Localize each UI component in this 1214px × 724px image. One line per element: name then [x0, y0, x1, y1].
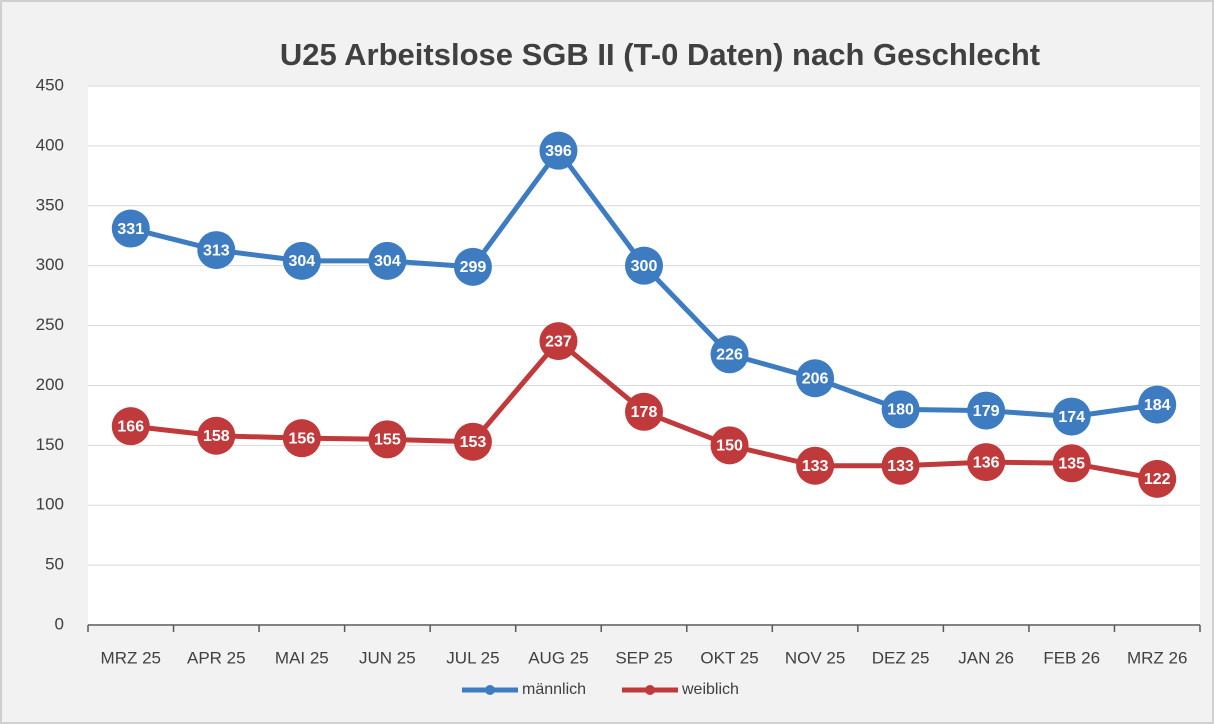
- data-label: 133: [802, 458, 829, 475]
- data-label: 226: [716, 347, 743, 364]
- marker: [111, 209, 150, 248]
- data-label: 150: [716, 438, 743, 455]
- marker: [368, 420, 407, 459]
- data-label: 166: [117, 418, 144, 435]
- marker: [625, 246, 663, 285]
- data-label: 158: [203, 428, 230, 445]
- data-label: 299: [460, 259, 487, 276]
- x-tick-label: MRZ 26: [1127, 648, 1187, 667]
- x-tick-label: DEZ 25: [872, 648, 930, 667]
- x-tick-label: OKT 25: [700, 648, 758, 667]
- marker: [796, 446, 835, 485]
- x-tick-label: JUL 25: [446, 648, 499, 667]
- legend-marker: [645, 685, 655, 695]
- data-label: 156: [288, 430, 315, 447]
- x-tick-label: SEP 25: [615, 648, 672, 667]
- data-label: 179: [973, 403, 1000, 420]
- marker: [881, 390, 920, 429]
- data-label: 155: [374, 432, 401, 449]
- marker: [710, 426, 749, 465]
- y-tick-label: 250: [36, 315, 64, 334]
- marker: [710, 335, 749, 374]
- y-tick-label: 0: [55, 614, 64, 633]
- marker: [1138, 459, 1177, 498]
- y-tick-label: 350: [36, 195, 64, 214]
- data-label: 304: [288, 253, 315, 270]
- marker: [197, 231, 236, 270]
- y-tick-label: 50: [45, 555, 64, 574]
- data-label: 300: [631, 258, 658, 275]
- y-tick-label: 150: [36, 435, 64, 454]
- y-tick-label: 200: [36, 375, 64, 394]
- data-label: 136: [973, 454, 1000, 471]
- x-tick-label: NOV 25: [785, 648, 845, 667]
- y-tick-label: 100: [36, 495, 64, 514]
- marker: [539, 322, 578, 361]
- data-label: 153: [460, 434, 487, 451]
- data-label: 180: [887, 402, 914, 419]
- x-tick-label: MAI 25: [275, 648, 329, 667]
- marker: [368, 241, 407, 280]
- data-label: 174: [1058, 409, 1085, 426]
- legend-label: männlich: [522, 681, 586, 698]
- data-label: 304: [374, 253, 401, 270]
- marker: [453, 422, 492, 461]
- x-tick-label: JUN 25: [359, 648, 416, 667]
- legend-marker: [485, 685, 495, 695]
- data-label: 331: [117, 221, 144, 238]
- legend-label: weiblich: [681, 681, 739, 698]
- data-label: 237: [545, 333, 572, 350]
- x-tick-label: AUG 25: [528, 648, 588, 667]
- marker: [197, 416, 236, 455]
- marker: [282, 241, 321, 280]
- plot-area: [88, 86, 1200, 626]
- x-tick-label: JAN 26: [958, 648, 1014, 667]
- x-tick-label: MRZ 25: [101, 648, 161, 667]
- x-tick-label: APR 25: [187, 648, 246, 667]
- y-tick-label: 450: [36, 75, 64, 94]
- marker: [967, 443, 1006, 482]
- data-label: 135: [1058, 456, 1085, 473]
- marker: [1052, 444, 1091, 483]
- marker: [881, 446, 920, 485]
- marker: [1138, 385, 1177, 424]
- marker: [625, 392, 663, 431]
- data-label: 133: [887, 458, 914, 475]
- data-label: 122: [1144, 471, 1171, 488]
- marker: [796, 359, 835, 398]
- marker: [539, 131, 578, 170]
- marker: [453, 247, 492, 286]
- marker: [1052, 397, 1091, 436]
- data-label: 184: [1144, 397, 1171, 414]
- marker: [967, 391, 1006, 430]
- y-tick-label: 300: [36, 255, 64, 274]
- data-label: 178: [631, 404, 658, 421]
- data-label: 206: [802, 370, 829, 387]
- data-label: 396: [545, 143, 572, 160]
- data-label: 313: [203, 242, 230, 259]
- marker: [282, 419, 321, 458]
- chart-title: U25 Arbeitslose SGB II (T-0 Daten) nach …: [280, 37, 1040, 72]
- marker: [111, 407, 150, 446]
- x-tick-label: FEB 26: [1043, 648, 1100, 667]
- y-tick-label: 400: [36, 135, 64, 154]
